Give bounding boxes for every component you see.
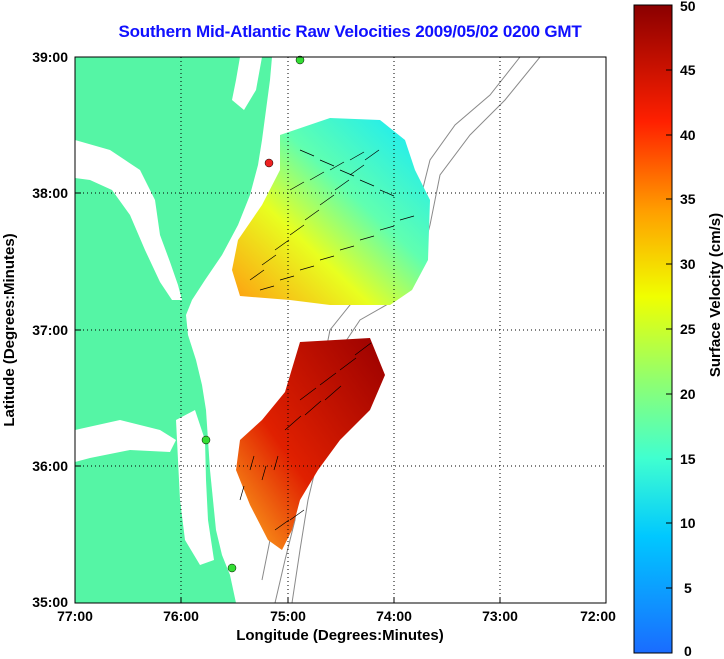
colorbar-tick-label: 0	[684, 643, 692, 659]
station-marker	[227, 563, 237, 573]
station-marker	[295, 55, 305, 65]
lat-tick-label: 35:00	[32, 594, 68, 610]
river-water	[75, 420, 176, 462]
lon-tick-label: 77:00	[57, 608, 93, 624]
colorbar-tick-label: 35	[680, 191, 696, 207]
station-marker	[264, 158, 274, 168]
colorbar-tick-label: 25	[680, 321, 696, 337]
x-axis-label: Longitude (Degrees:Minutes)	[236, 627, 444, 644]
lat-tick-label: 39:00	[32, 49, 68, 65]
colorbar-tick-label: 30	[680, 256, 696, 272]
chesapeake-bay	[75, 140, 182, 300]
lat-tick-label: 36:00	[32, 458, 68, 474]
delaware-bay	[232, 57, 262, 110]
colorbar-tick-label: 40	[680, 127, 696, 143]
sound-water	[176, 410, 214, 565]
station-marker	[201, 435, 211, 445]
colorbar-label: Surface Velocity (cm/s)	[707, 213, 724, 377]
velocity-field-south	[236, 338, 385, 550]
colorbar-tick-label: 10	[680, 515, 696, 531]
lon-tick-label: 73:00	[482, 608, 518, 624]
colorbar-tick-label: 20	[680, 386, 696, 402]
lon-tick-label: 76:00	[163, 608, 199, 624]
lon-tick-label: 72:00	[580, 608, 616, 624]
colorbar-tick-label: 45	[680, 62, 696, 78]
colorbar-tick-label: 50	[680, 0, 696, 14]
y-axis-label: Latitude (Degrees:Minutes)	[1, 233, 18, 426]
lat-tick-label: 37:00	[32, 322, 68, 338]
lon-tick-label: 75:00	[270, 608, 306, 624]
velocity-field-north	[232, 118, 430, 305]
colorbar-tick-label: 5	[684, 580, 692, 596]
tick-marks	[75, 192, 501, 603]
grid-lines	[75, 57, 606, 603]
colorbar-ticks	[666, 69, 672, 589]
lat-tick-label: 38:00	[32, 185, 68, 201]
map-title: Southern Mid-Atlantic Raw Velocities 200…	[118, 22, 582, 41]
lon-tick-label: 74:00	[376, 608, 412, 624]
colorbar	[633, 4, 673, 654]
colorbar-tick-label: 15	[680, 451, 696, 467]
